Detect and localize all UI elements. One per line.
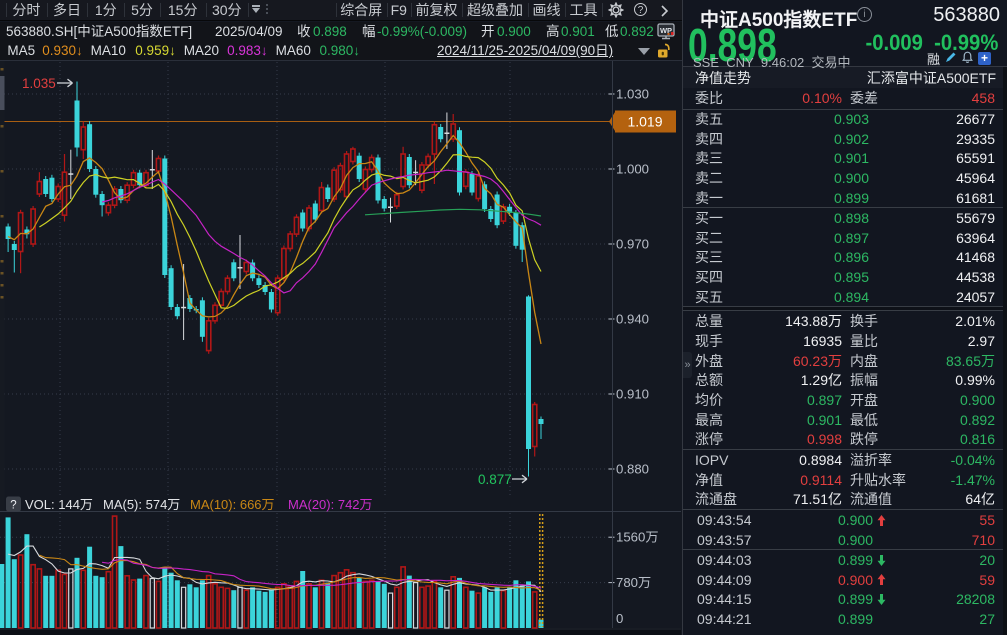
svg-text:1.035: 1.035: [22, 76, 56, 91]
svg-text:0.877: 0.877: [478, 472, 512, 487]
svg-text:0: 0: [616, 611, 623, 626]
svg-text:1.030: 1.030: [616, 87, 649, 102]
svg-text:0.910: 0.910: [616, 387, 649, 402]
svg-text:1.000: 1.000: [616, 162, 649, 177]
svg-text:VOL: 144万: VOL: 144万: [25, 497, 93, 512]
svg-text:WP: WP: [660, 26, 672, 35]
svg-text:MA(5): 574万: MA(5): 574万: [103, 497, 180, 512]
svg-text:?: ?: [10, 500, 16, 512]
svg-text:0.970: 0.970: [616, 237, 649, 252]
svg-text:MA(20): 742万: MA(20): 742万: [288, 497, 373, 512]
svg-text:1.019: 1.019: [627, 114, 662, 130]
svg-text:MA(10): 666万: MA(10): 666万: [190, 497, 275, 512]
svg-text:780万: 780万: [616, 575, 651, 590]
svg-text:0.880: 0.880: [616, 462, 649, 477]
svg-text:0.940: 0.940: [616, 312, 649, 327]
svg-text:1560万: 1560万: [616, 530, 659, 545]
